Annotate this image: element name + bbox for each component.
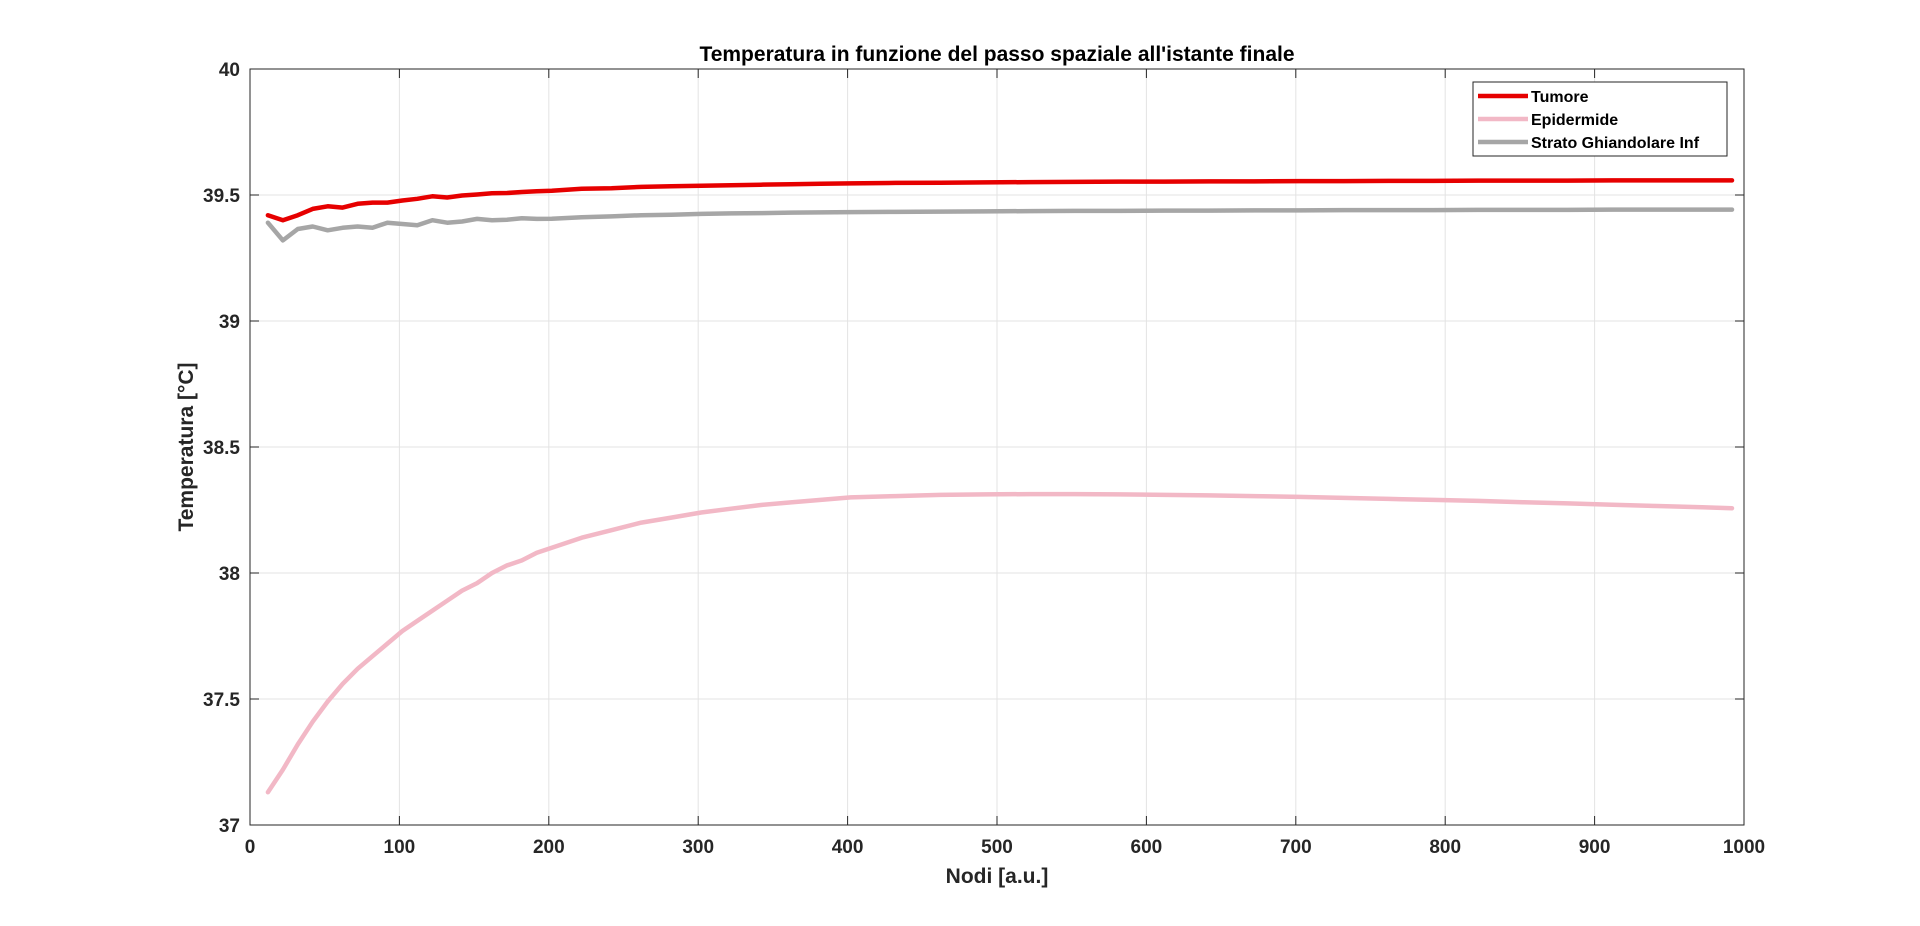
y-tick-label: 37: [219, 816, 240, 837]
y-tick-label: 39.5: [203, 186, 240, 207]
y-tick-label: 38: [219, 564, 240, 585]
x-axis-label: Nodi [a.u.]: [946, 865, 1049, 888]
x-tick-label: 400: [832, 837, 864, 858]
x-tick-label: 100: [384, 837, 416, 858]
y-axis-label: Temperatura [°C]: [175, 362, 198, 531]
y-tick-label: 37.5: [203, 690, 240, 711]
legend: Tumore Epidermide Strato Ghiandolare Inf: [1472, 81, 1728, 157]
chart-title: Temperatura in funzione del passo spazia…: [699, 43, 1294, 66]
legend-entry-2: Epidermide: [1531, 112, 1618, 129]
tick-labels: 0 100 200 300 400 500 600 700 800 900 1000 37 37.5 38…: [203, 60, 1765, 858]
series-layer: [265, 178, 1735, 795]
x-tick-label: 1000: [1723, 837, 1765, 858]
x-tick-label: 900: [1579, 837, 1611, 858]
x-tick-label: 800: [1429, 837, 1461, 858]
x-tick-label: 500: [981, 837, 1013, 858]
x-tick-label: 600: [1131, 837, 1163, 858]
x-tick-label: 200: [533, 837, 565, 858]
y-tick-label: 39: [219, 312, 240, 333]
x-tick-label: 300: [682, 837, 714, 858]
series-line-1: [265, 178, 1735, 223]
series-line-2: [265, 491, 1735, 795]
legend-entry-3: Strato Ghiandolare Inf: [1531, 135, 1700, 152]
legend-entry-1: Tumore: [1531, 89, 1589, 106]
ticks: [249, 68, 1745, 826]
x-tick-label: 0: [245, 837, 256, 858]
y-tick-label: 38.5: [203, 438, 240, 459]
y-tick-label: 40: [219, 60, 240, 81]
series-line-3: [265, 207, 1735, 243]
x-tick-label: 700: [1280, 837, 1312, 858]
